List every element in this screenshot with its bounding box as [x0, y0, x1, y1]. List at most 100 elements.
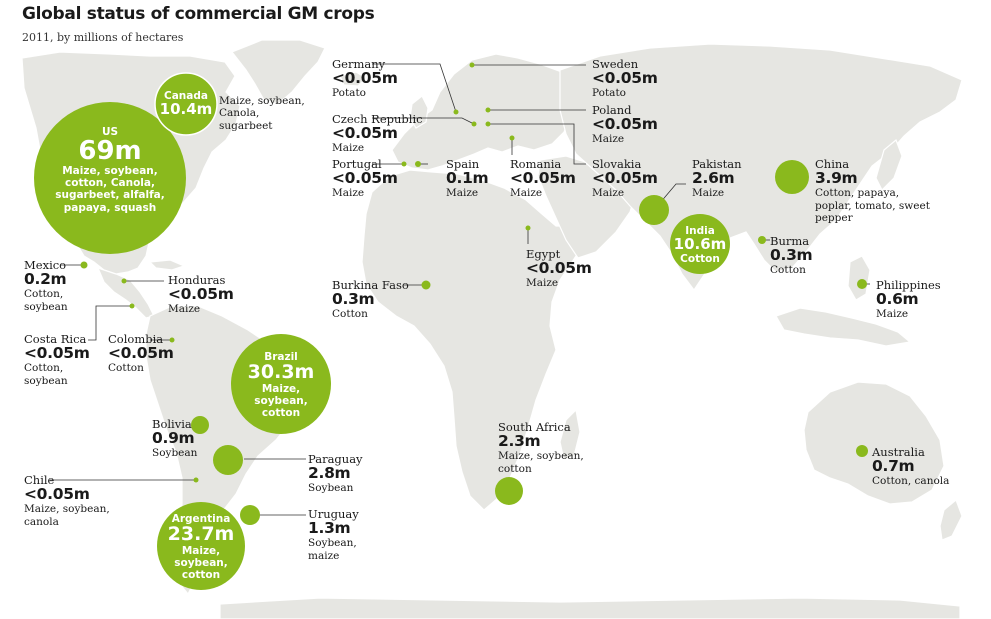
paraguay-bubble	[213, 445, 243, 475]
bolivia-value: 0.9m	[152, 429, 195, 448]
czech-republic-name: Czech Republic	[332, 112, 423, 126]
bolivia-crops: Soybean	[152, 447, 198, 460]
greenland	[231, 39, 326, 105]
romania-name: Romania	[510, 157, 562, 171]
czech-republic-value: <0.05m	[332, 124, 398, 143]
egypt-value: <0.05m	[526, 259, 592, 278]
uruguay-value: 1.3m	[308, 519, 351, 538]
south-africa-bubble	[495, 477, 523, 505]
portugal-name: Portugal	[332, 157, 382, 171]
chile-dot	[193, 477, 199, 483]
mexico-label: Mexico 0.2m Cotton, soybean	[24, 259, 84, 313]
poland-label: Poland <0.05m Maize	[592, 104, 658, 146]
china-name: China	[815, 157, 850, 171]
burkina-faso-value: 0.3m	[332, 290, 375, 309]
brazil-label: Brazil 30.3m Maize, soybean, cotton	[234, 351, 328, 420]
australia-value: 0.7m	[872, 457, 915, 476]
portugal-dot	[401, 161, 407, 167]
burkina-faso-crops: Cotton	[332, 308, 368, 321]
colombia-label: Colombia <0.05m Cotton	[108, 333, 174, 375]
australia-land	[803, 381, 945, 505]
slovakia-dot	[485, 121, 491, 127]
uruguay-crops: Soybean, maize	[308, 537, 357, 562]
uruguay-label: Uruguay 1.3m Soybean, maize	[308, 508, 364, 562]
honduras-value: <0.05m	[168, 285, 234, 304]
honduras-dot	[121, 278, 127, 284]
burkina-faso-dot	[421, 280, 431, 290]
burma-crops: Cotton	[770, 264, 806, 277]
spain-value: 0.1m	[446, 169, 489, 188]
us-label: US 69m Maize, soybean, cotton, Canola, s…	[38, 126, 182, 214]
slovakia-label: Slovakia <0.05m Maize	[592, 158, 658, 200]
uruguay-bubble	[240, 505, 260, 525]
czech-dot	[471, 121, 477, 127]
portugal-value: <0.05m	[332, 169, 398, 188]
romania-dot	[509, 135, 515, 141]
burma-dot	[758, 236, 766, 244]
slovakia-crops: Maize	[592, 187, 625, 200]
sweden-label: Sweden <0.05m Potato	[592, 58, 658, 100]
us-name: US	[101, 126, 119, 138]
us-value: 69m	[78, 136, 142, 167]
germany-crops: Potato	[332, 87, 366, 100]
philippines-name: Philippines	[876, 278, 941, 292]
canada-bubble	[154, 72, 218, 136]
philippines-label: Philippines 0.6m Maize	[876, 279, 941, 321]
colombia-value: <0.05m	[108, 344, 174, 363]
brazil-bubble	[231, 334, 331, 434]
us-bubble	[34, 102, 186, 254]
mexico-name: Mexico	[24, 258, 67, 272]
china-value: 3.9m	[815, 169, 858, 188]
canada-crops-label: Maize, soybean, Canola, sugarbeet	[219, 95, 311, 132]
honduras-label: Honduras <0.05m Maize	[168, 274, 234, 316]
argentina-label: Argentina 23.7m Maize, soybean, cotton	[161, 513, 241, 581]
africa	[361, 169, 585, 511]
sweden-name: Sweden	[592, 57, 639, 71]
philippines-value: 0.6m	[876, 290, 919, 309]
czech-republic-label: Czech Republic <0.05m Maize	[332, 113, 423, 155]
australia-crops: Cotton, canola	[872, 475, 950, 488]
chile-name: Chile	[24, 473, 55, 487]
new-zealand	[939, 498, 963, 541]
india-name: India	[685, 225, 715, 237]
chile-label: Chile <0.05m Maize, soybean, canola	[24, 474, 114, 528]
romania-label: Romania <0.05m Maize	[510, 158, 576, 200]
south-africa-label: South Africa 2.3m Maize, soybean, cotton	[498, 421, 586, 475]
canada-crops: Maize, soybean, Canola, sugarbeet	[219, 95, 305, 132]
australia-dot	[856, 445, 868, 457]
romania-value: <0.05m	[510, 169, 576, 188]
costa-rica-value: <0.05m	[24, 344, 90, 363]
romania-crops: Maize	[510, 187, 543, 200]
czech-republic-crops: Maize	[332, 142, 365, 155]
antarctica	[219, 597, 961, 619]
germany-dot	[453, 109, 459, 115]
costa-rica-crops: Cotton, soybean	[24, 362, 68, 387]
china-label: China 3.9m Cotton, papaya, poplar, tomat…	[815, 158, 935, 224]
philippines-islands	[847, 255, 871, 301]
brazil-crops: Maize, soybean, cotton	[254, 382, 308, 420]
paraguay-crops: Soybean	[308, 482, 354, 495]
spain-name: Spain	[446, 157, 480, 171]
brazil-value: 30.3m	[247, 361, 315, 384]
burkina-faso-label: Burkina Faso 0.3m Cotton	[332, 279, 409, 321]
slovakia-value: <0.05m	[592, 169, 658, 188]
colombia-name: Colombia	[108, 332, 164, 346]
costa-rica-dot	[129, 303, 135, 309]
burma-name: Burma	[770, 234, 810, 248]
sweden-crops: Potato	[592, 87, 626, 100]
portugal-crops: Maize	[332, 187, 365, 200]
chile-crops: Maize, soybean, canola	[24, 503, 110, 528]
page-title: Global status of commercial GM crops	[22, 4, 375, 24]
india-bubble	[670, 214, 730, 274]
southeast-asia-islands	[775, 307, 912, 347]
pakistan-label: Pakistan 2.6m Maize	[692, 158, 742, 200]
chile-value: <0.05m	[24, 485, 90, 504]
egypt-label: Egypt <0.05m Maize	[526, 248, 592, 290]
area-bubbles	[34, 72, 809, 590]
paraguay-label: Paraguay 2.8m Soybean	[308, 453, 363, 495]
south-africa-value: 2.3m	[498, 432, 541, 451]
portugal-label: Portugal <0.05m Maize	[332, 158, 398, 200]
philippines-crops: Maize	[876, 308, 909, 321]
mexico-value: 0.2m	[24, 270, 67, 289]
